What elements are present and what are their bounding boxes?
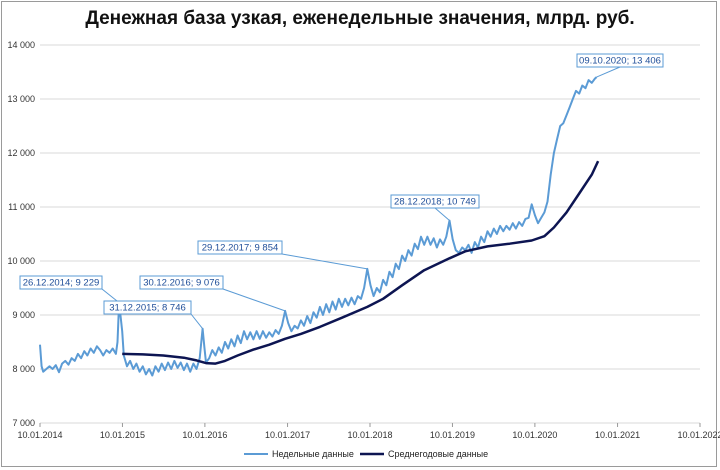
annotation-label: 30.12.2016; 9 076	[143, 278, 220, 289]
y-tick-label: 10 000	[7, 256, 35, 266]
annotation-label: 28.12.2018; 10 749	[394, 197, 476, 208]
x-tick-label: 10.01.2019	[430, 430, 475, 440]
legend: Недельные данные Среднегодовые данные	[244, 449, 488, 459]
annotation-box	[197, 240, 283, 255]
gridlines	[40, 44, 700, 424]
legend-label: Среднегодовые данные	[388, 449, 488, 459]
x-tick-label: 10.01.2020	[512, 430, 557, 440]
y-axis-ticks: 7 000 8 000 9 000 10 000 11 000 12 000 13 000 1…	[7, 40, 35, 428]
x-tick-label: 10.01.2014	[17, 430, 62, 440]
x-tick-label: 10.01.2016	[182, 430, 227, 440]
annotation-leader	[190, 313, 204, 330]
y-tick-label: 14 000	[7, 40, 35, 50]
annotation-box	[103, 300, 192, 315]
y-tick-label: 8 000	[12, 364, 35, 374]
x-tick-label: 10.01.2018	[347, 430, 392, 440]
x-tick-label: 10.01.2015	[100, 430, 145, 440]
x-axis-ticks: 10.01.2014 10.01.2015 10.01.2016 10.01.2017…	[17, 423, 720, 440]
legend-label: Недельные данные	[272, 449, 354, 459]
annotation-label: 29.12.2017; 9 854	[202, 243, 279, 254]
annotation-label: 31.12.2015; 8 746	[109, 303, 186, 314]
annotation-leader	[281, 253, 368, 270]
chart-title: Денежная база узкая, еженедельные значен…	[85, 8, 635, 29]
annotation-box	[19, 275, 103, 290]
annotation-leader	[434, 207, 450, 221]
x-tick-label: 10.01.2017	[265, 430, 310, 440]
annotation-leader	[101, 288, 120, 304]
annotations: 26.12.2014; 9 229 31.12.2015; 8 746 30.12.…	[19, 53, 664, 330]
annotation-label: 09.10.2020; 13 406	[579, 56, 661, 67]
series-line-1	[39, 76, 598, 377]
y-tick-label: 9 000	[12, 310, 35, 320]
annotation-label: 26.12.2014; 9 229	[23, 278, 100, 289]
annotation-box	[390, 194, 480, 209]
y-tick-label: 13 000	[7, 94, 35, 104]
y-tick-label: 12 000	[7, 148, 35, 158]
x-tick-label: 10.01.2021	[595, 430, 640, 440]
y-tick-label: 11 000	[8, 202, 35, 212]
y-tick-label: 7 000	[12, 418, 35, 428]
annotation-box	[139, 275, 224, 290]
series-line-2	[122, 160, 600, 365]
series-lines	[39, 76, 600, 377]
annotation-leader	[222, 288, 286, 312]
annotation-leader	[596, 66, 621, 78]
x-tick-label: 10.01.2022	[677, 430, 720, 440]
annotation-box	[576, 53, 664, 68]
